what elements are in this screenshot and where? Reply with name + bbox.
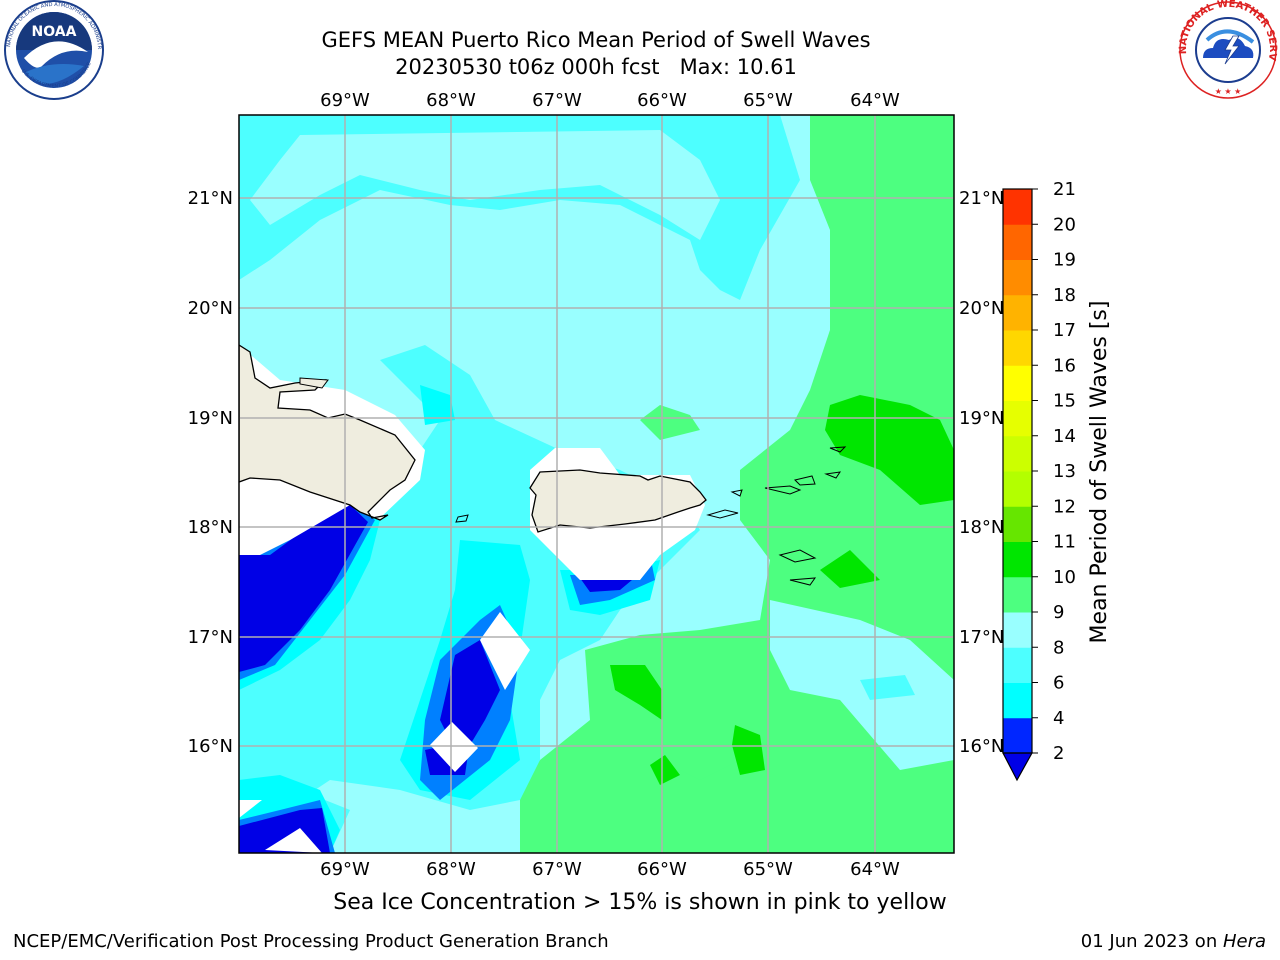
lat-label-left: 16°N — [188, 736, 233, 757]
footer-date-text: 01 Jun 2023 on — [1080, 931, 1223, 952]
lat-labels-left: 21°N 20°N 19°N 18°N 17°N 16°N — [188, 188, 233, 757]
colorbar-tick-label: 11 — [1053, 532, 1076, 553]
colorbar-cell — [1003, 471, 1032, 507]
colorbar-cell — [1003, 541, 1032, 578]
colorbar-cell — [1003, 647, 1032, 683]
lon-labels-top: 69°W 68°W 67°W 66°W 65°W 64°W — [320, 90, 900, 111]
lat-label-left: 18°N — [188, 517, 233, 538]
colorbar-cell — [1003, 330, 1032, 366]
nws-logo: NATIONAL WEATHER SERVICE ★ ★ ★ — [1177, 0, 1278, 99]
noaa-logo: NOAA NATIONAL OCEANIC AND ATMOSPHERIC AD… — [2, 0, 104, 100]
lat-label-left: 21°N — [188, 188, 233, 209]
colorbar-tick-label: 19 — [1053, 250, 1076, 271]
lat-labels-right: 21°N 20°N 19°N 18°N 17°N 16°N — [959, 188, 1004, 757]
colorbar-tick-label: 18 — [1053, 285, 1076, 306]
lat-label-left: 17°N — [188, 627, 233, 648]
colorbar-tick-label: 17 — [1053, 320, 1076, 341]
colorbar-cell — [1003, 682, 1032, 719]
footer-date: 01 Jun 2023 on Hera — [1081, 931, 1266, 952]
colorbar-under-arrow — [1002, 752, 1034, 782]
lon-label-top: 65°W — [743, 90, 793, 111]
map-subtitle: 20230530 t06z 000h fcst Max: 10.61 — [395, 55, 797, 79]
swell-period-field — [239, 115, 954, 853]
footer-host: Hera — [1222, 931, 1266, 952]
colorbar-tick-label: 16 — [1053, 355, 1076, 376]
colorbar-tick-label: 2 — [1053, 743, 1064, 764]
colorbar-cell — [1003, 612, 1032, 648]
lat-label-right: 20°N — [959, 298, 1004, 319]
colorbar-tick-label: 10 — [1053, 567, 1076, 588]
footer-credit: NCEP/EMC/Verification Post Processing Pr… — [13, 931, 609, 952]
colorbar-cell — [1003, 224, 1032, 260]
colorbar-cell — [1003, 400, 1032, 437]
map-frame — [238, 114, 955, 854]
lat-label-left: 19°N — [188, 408, 233, 429]
colorbar: 2 4 6 8 9 10 11 12 13 14 15 16 17 18 19 20 21 Mean Perio… — [1002, 179, 1112, 782]
colorbar-cell — [1003, 435, 1032, 472]
svg-text:★ ★ ★: ★ ★ ★ — [1215, 87, 1242, 96]
lon-label-top: 66°W — [637, 90, 687, 111]
colorbar-tick-label: 20 — [1053, 214, 1076, 235]
colorbar-cell — [1003, 365, 1032, 401]
lon-label-top: 68°W — [426, 90, 476, 111]
colorbar-cell — [1003, 294, 1032, 331]
lon-label-top: 69°W — [320, 90, 370, 111]
noaa-text: NOAA — [32, 24, 77, 40]
colorbar-tick-label: 15 — [1053, 391, 1076, 412]
colorbar-cell — [1003, 259, 1032, 296]
lon-label-top: 64°W — [850, 90, 900, 111]
colorbar-tick-label: 13 — [1053, 461, 1076, 482]
lon-label-top: 67°W — [532, 90, 582, 111]
sea-ice-caption: Sea Ice Concentration > 15% is shown in … — [333, 890, 947, 915]
colorbar-tick-label: 21 — [1053, 179, 1076, 200]
colorbar-label: Mean Period of Swell Waves [s] — [1087, 301, 1112, 644]
lat-label-right: 19°N — [959, 408, 1004, 429]
map-title: GEFS MEAN Puerto Rico Mean Period of Swe… — [321, 28, 871, 52]
lat-label-right: 17°N — [959, 627, 1004, 648]
lon-labels-bottom: 69°W 68°W 67°W 66°W 65°W 64°W — [320, 859, 900, 880]
colorbar-tick-label: 4 — [1053, 708, 1064, 729]
colorbar-tick-label: 12 — [1053, 496, 1076, 517]
colorbar-tick-label: 14 — [1053, 426, 1076, 447]
lat-label-right: 18°N — [959, 517, 1004, 538]
colorbar-tick-label: 6 — [1053, 673, 1064, 694]
lat-label-right: 16°N — [959, 736, 1004, 757]
lon-label-bottom: 69°W — [320, 859, 370, 880]
lon-label-bottom: 68°W — [426, 859, 476, 880]
lon-label-bottom: 66°W — [637, 859, 687, 880]
colorbar-cell — [1003, 717, 1032, 754]
lon-label-bottom: 64°W — [850, 859, 900, 880]
lat-label-left: 20°N — [188, 298, 233, 319]
lon-label-bottom: 65°W — [743, 859, 793, 880]
colorbar-cell — [1003, 189, 1032, 225]
colorbar-cell — [1003, 576, 1032, 613]
colorbar-cell — [1003, 506, 1032, 542]
graticule — [239, 115, 954, 853]
lon-label-bottom: 67°W — [532, 859, 582, 880]
lat-label-right: 21°N — [959, 188, 1004, 209]
colorbar-tick-label: 9 — [1053, 602, 1064, 623]
colorbar-tick-label: 8 — [1053, 637, 1064, 658]
